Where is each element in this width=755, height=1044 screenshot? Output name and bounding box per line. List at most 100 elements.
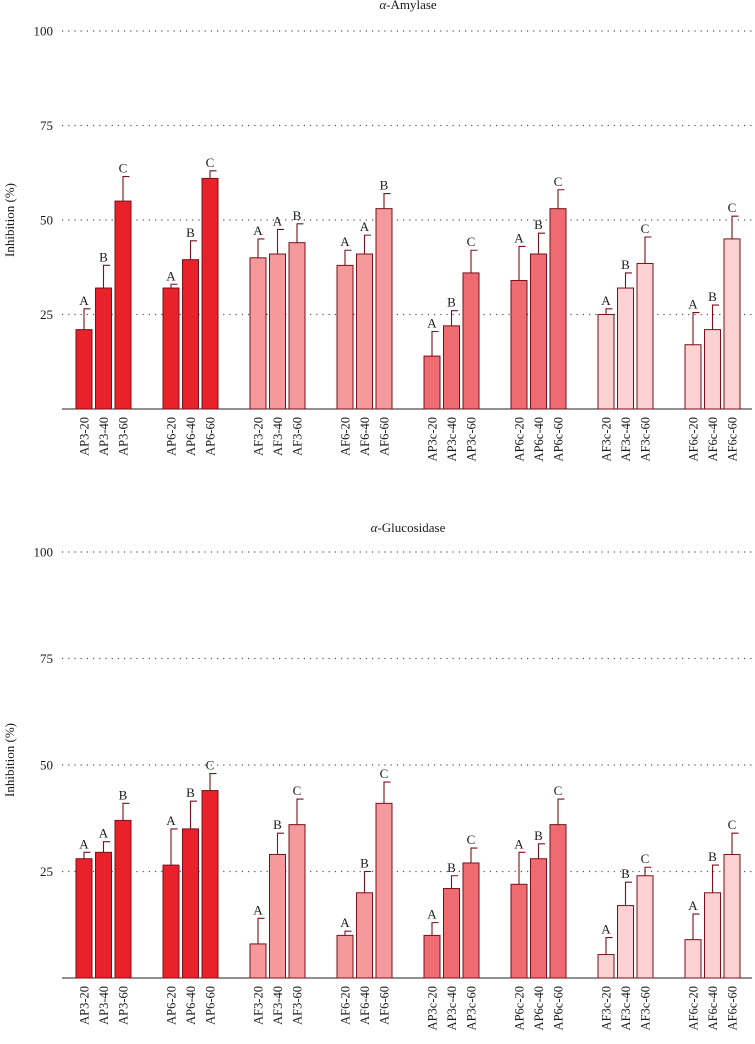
x-tick-label: AP3-40: [97, 986, 111, 1025]
significance-letter: C: [293, 783, 302, 798]
bar: [356, 892, 373, 979]
bar: [269, 853, 286, 979]
error-bar: [257, 917, 265, 944]
significance-letter: A: [427, 907, 437, 922]
significance-letter: B: [380, 178, 389, 193]
significance-letter: A: [79, 836, 89, 851]
bar: [201, 177, 219, 410]
significance-letter: C: [554, 174, 563, 189]
significance-letter: C: [641, 221, 650, 236]
x-tick-label: AF3c-60: [639, 986, 653, 1030]
significance-letter: A: [688, 898, 698, 913]
error-bar: [518, 851, 526, 885]
x-tick-label: AP6c-60: [552, 986, 566, 1030]
error-bar: [470, 249, 478, 273]
significance-letter: A: [340, 915, 350, 930]
significance-letter: C: [467, 234, 476, 249]
error-bar: [450, 310, 458, 326]
bar: [95, 851, 112, 979]
y-axis-label: Inhibition (%): [2, 183, 17, 257]
error-bar: [605, 936, 613, 955]
significance-letter: A: [601, 922, 611, 937]
significance-letter: A: [601, 293, 611, 308]
y-tick-label: 25: [40, 864, 53, 879]
x-tick-label: AF3c-40: [619, 986, 633, 1030]
bar: [249, 943, 267, 979]
error-bar: [344, 249, 352, 266]
x-tick-label: AP3-60: [117, 417, 131, 456]
bar: [182, 259, 199, 410]
chart-title: α-Amylase: [379, 0, 437, 12]
error-bar: [692, 913, 700, 940]
significance-letter: B: [621, 257, 630, 272]
error-bar: [383, 192, 391, 209]
x-tick-label: AF6c-20: [687, 417, 701, 461]
error-bar: [450, 875, 458, 889]
error-bar: [170, 283, 178, 289]
bar: [288, 824, 306, 979]
x-tick-label: AP3c-40: [445, 986, 459, 1030]
bar: [423, 355, 441, 410]
bar: [201, 790, 219, 979]
x-tick-label: AF3-40: [271, 986, 285, 1025]
error-bar: [209, 170, 217, 179]
significance-letter: A: [166, 813, 176, 828]
bar: [597, 954, 615, 979]
x-tick-label: AP3c-20: [426, 417, 440, 461]
error-bar: [170, 828, 178, 866]
error-bar: [102, 264, 110, 289]
x-tick-label: AF3c-20: [600, 417, 614, 461]
y-tick-label: 50: [40, 213, 53, 228]
x-tick-label: AP6c-40: [532, 986, 546, 1030]
significance-letter: A: [253, 902, 263, 917]
bar: [182, 828, 199, 979]
bar: [443, 325, 460, 410]
x-tick-label: AP6c-20: [513, 417, 527, 461]
x-tick-label: AF6c-60: [726, 417, 740, 461]
bar: [549, 208, 567, 410]
error-bar: [557, 189, 565, 209]
error-bar: [122, 802, 130, 821]
significance-letter: B: [621, 866, 630, 881]
error-bar: [363, 870, 371, 893]
x-tick-label: AF3c-60: [639, 417, 653, 461]
bar: [443, 888, 460, 979]
x-tick-label: AP3-60: [117, 986, 131, 1025]
error-bar: [276, 228, 284, 255]
bar: [356, 253, 373, 410]
bar: [288, 242, 306, 410]
x-tick-label: AF6-20: [339, 417, 353, 456]
x-tick-label: AF6-20: [339, 986, 353, 1025]
significance-letter: A: [688, 297, 698, 312]
significance-letter: C: [728, 817, 737, 832]
x-tick-label: AF6c-60: [726, 986, 740, 1030]
x-tick-label: AP3c-60: [465, 986, 479, 1030]
x-tick-label: AF3c-40: [619, 417, 633, 461]
amylase-panel: α-Amylase Inhibition (%) 25 50 75 100 A AP3-2…: [2, 0, 752, 461]
bar: [269, 253, 286, 410]
error-bar: [83, 308, 91, 330]
bar: [423, 934, 441, 979]
bar: [75, 858, 93, 979]
error-bar: [624, 272, 632, 289]
x-tick-label: AP6-60: [204, 417, 218, 456]
x-tick-label: AF6-60: [378, 417, 392, 456]
error-bar: [383, 781, 391, 804]
error-bar: [518, 245, 526, 281]
significance-letter: C: [641, 851, 650, 866]
significance-letter: B: [99, 249, 108, 264]
x-tick-label: AP6c-60: [552, 417, 566, 461]
error-bar: [276, 832, 284, 855]
x-tick-label: AP3-40: [97, 417, 111, 456]
significance-letter: B: [186, 225, 195, 240]
significance-letter: B: [708, 289, 717, 304]
error-bar: [605, 308, 613, 315]
y-tick-label: 100: [34, 545, 54, 560]
significance-letter: B: [534, 217, 543, 232]
significance-letter: C: [206, 758, 215, 773]
chart-title: α-Glucosidase: [371, 520, 446, 535]
bar: [162, 287, 180, 410]
x-tick-label: AP3c-20: [426, 986, 440, 1030]
error-bar: [189, 240, 197, 260]
